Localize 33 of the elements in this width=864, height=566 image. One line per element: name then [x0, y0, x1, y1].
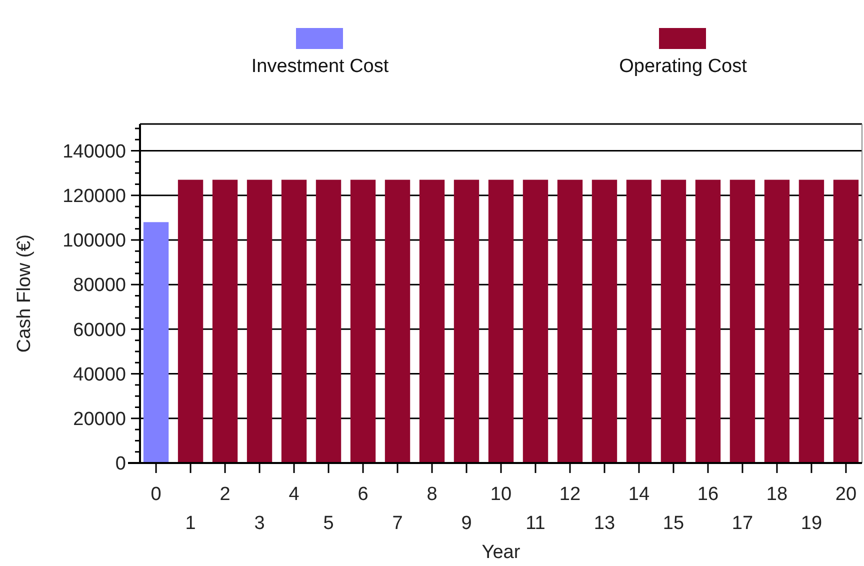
x-tick-label: 20 [835, 484, 857, 505]
x-tick-label: 4 [288, 484, 300, 505]
x-tick-label: 3 [254, 513, 265, 534]
y-tick-label: 40000 [73, 364, 126, 386]
x-tick-label: 6 [358, 484, 368, 505]
x-tick-label: 2 [220, 484, 230, 505]
x-tick-label: 17 [732, 513, 754, 534]
x-tick-label: 19 [800, 513, 822, 534]
y-tick-label: 100000 [62, 230, 126, 252]
y-axis-title: Cash Flow (€) [14, 234, 35, 353]
x-tick-label: 1 [185, 513, 196, 534]
x-tick-label: 18 [766, 484, 788, 505]
y-tick-label: 20000 [73, 409, 126, 430]
x-tick-label: 14 [628, 484, 650, 505]
y-tick-label: 120000 [62, 186, 126, 208]
x-tick-label: 11 [526, 513, 546, 534]
legend-label: Operating Cost [619, 56, 748, 77]
x-tick-label: 13 [594, 513, 616, 534]
x-tick-label: 0 [150, 484, 162, 505]
x-tick-label: 16 [697, 484, 719, 505]
x-tick-label: 12 [559, 484, 581, 505]
x-tick-label: 7 [392, 513, 403, 534]
y-tick-label: 140000 [62, 141, 126, 162]
x-tick-label: 8 [426, 484, 438, 505]
x-tick-label: 5 [323, 513, 334, 534]
y-tick-label: 0 [115, 454, 126, 475]
x-axis-title: Year [482, 542, 521, 563]
x-tick-label: 9 [461, 513, 472, 534]
x-tick-label: 10 [490, 484, 512, 505]
legend-label: Investment Cost [251, 56, 390, 77]
y-tick-label: 80000 [73, 275, 126, 296]
y-tick-label: 60000 [73, 320, 126, 341]
x-tick-label: 15 [662, 513, 684, 534]
